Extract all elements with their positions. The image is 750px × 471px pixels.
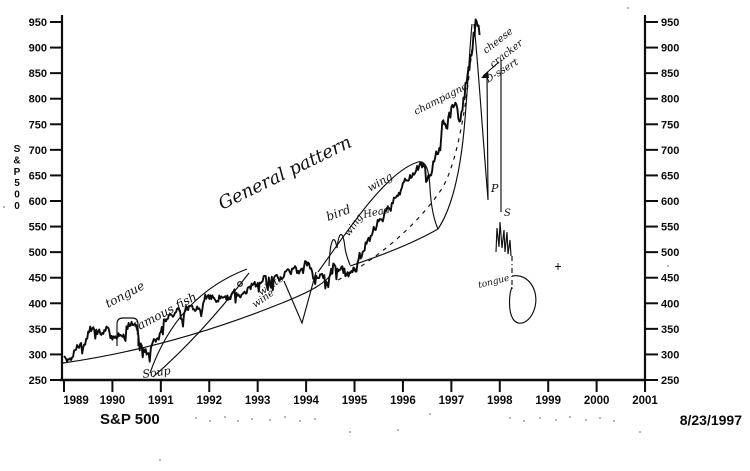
annotation-tongue-1990: tongue — [103, 278, 147, 310]
x-tick-label: 1996 — [390, 395, 416, 407]
y-tick-label-left: 700 — [29, 145, 47, 157]
y-tick-label-right: 350 — [661, 324, 679, 336]
x-tick-label: 1990 — [100, 395, 126, 407]
wing-curve — [317, 161, 439, 273]
y-tick-label-right: 650 — [661, 170, 679, 182]
y-tick-label-left: 300 — [29, 349, 47, 361]
fish-lower-outline — [152, 272, 250, 378]
x-tick-label: 1993 — [245, 395, 271, 407]
x-tick-label: 1992 — [196, 395, 222, 407]
hand-drawn-overlay — [62, 23, 561, 378]
peak-right-curve — [473, 23, 489, 200]
annotation-tongue-1998: tongue — [477, 274, 510, 291]
plus-mark — [555, 263, 561, 270]
x-axis: 1989 1990 1991 1992 1993 1994 1995 1996 1997 1998… — [63, 380, 658, 407]
y-tick-label-right: 550 — [661, 222, 679, 234]
y-axis-title-char: & — [13, 155, 20, 166]
x-tick-label: 1999 — [535, 395, 561, 407]
x-tick-label: 1991 — [148, 395, 174, 407]
annotation-general-pattern: General pattern — [215, 132, 355, 215]
peak-left-curve — [437, 23, 473, 230]
y-axis-title-char: P — [14, 167, 21, 178]
y-tick-label-left: 750 — [29, 119, 47, 131]
y-tick-label-left: 950 — [29, 17, 47, 29]
y-tick-label-right: 900 — [661, 43, 679, 55]
fish-upper-outline — [149, 268, 248, 374]
lower-envelope-curve — [349, 228, 439, 267]
photocopy-noise-specks — [3, 7, 669, 461]
y-tick-label-right: 750 — [661, 119, 679, 131]
y-tick-label-right: 250 — [661, 375, 679, 387]
y-tick-label-right: 450 — [661, 273, 679, 285]
tongue-loop-shape — [508, 275, 537, 324]
tongue-box-outline — [116, 317, 139, 346]
y-tick-label-right: 850 — [661, 68, 679, 80]
price-line — [63, 18, 481, 363]
envelope-left-curve — [62, 271, 334, 364]
y-tick-label-right: 800 — [661, 94, 679, 106]
y-tick-label-right: 950 — [661, 17, 679, 29]
wine-glass-vee — [283, 271, 317, 325]
x-tick-label: 1997 — [439, 395, 465, 407]
y-tick-label-right: 400 — [661, 298, 679, 310]
y-axis-title-char: 0 — [14, 190, 20, 201]
x-tick-label: 1998 — [487, 395, 513, 407]
y-axis-title-char: 0 — [14, 201, 20, 212]
chart-title-label: S&P 500 — [100, 411, 160, 428]
x-tick-label: 2000 — [584, 395, 610, 407]
y-axis-right: 250 300 350 400 450 500 550 600 650 700 750 800 850 9… — [645, 17, 679, 387]
y-tick-label-right: 500 — [661, 247, 679, 259]
annotation-bird: bird — [324, 202, 353, 224]
x-tick-label: 1994 — [293, 395, 319, 407]
y-axis-title-char: 5 — [14, 178, 20, 189]
annotation-famous-fish: famous fish — [130, 290, 199, 336]
annotation-soup: Soup — [142, 364, 172, 381]
y-tick-label-right: 300 — [661, 349, 679, 361]
projection-line-1 — [486, 71, 489, 201]
y-tick-label-right: 700 — [661, 145, 679, 157]
y-tick-label-left: 550 — [29, 222, 47, 234]
bird-body-zigzag — [328, 233, 351, 267]
x-tick-label: 2001 — [632, 395, 658, 407]
y-axis-title-char: S — [14, 144, 21, 155]
y-tick-label-left: 500 — [29, 247, 47, 259]
fish-eye — [237, 281, 243, 287]
x-tick-label: 1995 — [342, 395, 368, 407]
y-tick-label-left: 600 — [29, 196, 47, 208]
y-tick-label-left: 350 — [29, 324, 47, 336]
y-tick-label-right: 600 — [661, 196, 679, 208]
y-tick-label-left: 850 — [29, 68, 47, 80]
annotation-p-label: P — [490, 182, 499, 195]
price-series — [63, 18, 481, 363]
x-tick-label: 1989 — [63, 395, 89, 407]
y-tick-label-left: 650 — [29, 170, 47, 182]
dashed-projection-curve — [337, 47, 473, 281]
y-axis-left: 250 300 350 400 450 500 550 600 650 700 750 800 850 9… — [29, 17, 62, 387]
y-tick-label-left: 400 — [29, 298, 47, 310]
as-of-date-label: 8/23/1997 — [680, 412, 742, 428]
projection-spikes — [495, 221, 512, 257]
y-tick-label-left: 250 — [29, 375, 47, 387]
y-tick-label-left: 450 — [29, 273, 47, 285]
annotation-s-label: S — [504, 208, 511, 219]
y-tick-label-left: 900 — [29, 43, 47, 55]
annotation-arrow-head — [481, 71, 489, 78]
y-tick-label-left: 800 — [29, 94, 47, 106]
